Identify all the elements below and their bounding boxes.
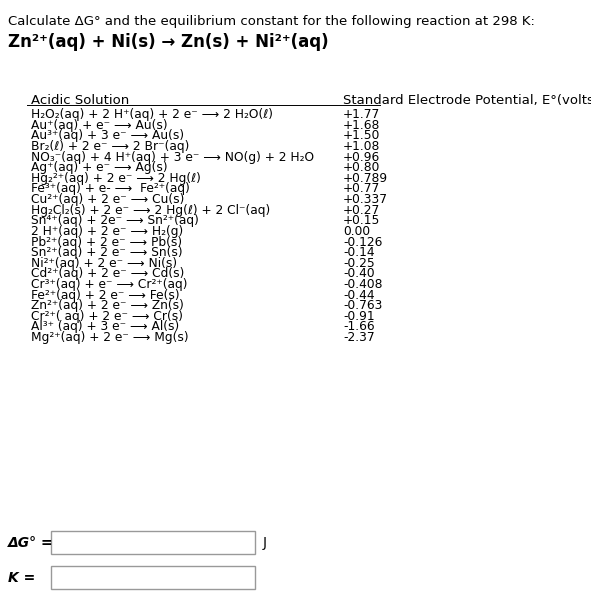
Text: Br₂(ℓ) + 2 e⁻ ⟶ 2 Br⁻(aq): Br₂(ℓ) + 2 e⁻ ⟶ 2 Br⁻(aq) xyxy=(31,140,190,153)
Text: -0.40: -0.40 xyxy=(343,268,375,280)
Text: Hg₂Cl₂(s) + 2 e⁻ ⟶ 2 Hg(ℓ) + 2 Cl⁻(aq): Hg₂Cl₂(s) + 2 e⁻ ⟶ 2 Hg(ℓ) + 2 Cl⁻(aq) xyxy=(31,204,271,217)
Text: Hg₂²⁺(aq) + 2 e⁻ ⟶ 2 Hg(ℓ): Hg₂²⁺(aq) + 2 e⁻ ⟶ 2 Hg(ℓ) xyxy=(31,172,202,185)
FancyBboxPatch shape xyxy=(51,566,255,589)
Text: -0.25: -0.25 xyxy=(343,257,375,270)
Text: Al³⁺ (aq) + 3 e⁻ ⟶ Al(s): Al³⁺ (aq) + 3 e⁻ ⟶ Al(s) xyxy=(31,320,180,333)
Text: +0.96: +0.96 xyxy=(343,151,381,163)
Text: +0.789: +0.789 xyxy=(343,172,388,185)
Text: -2.37: -2.37 xyxy=(343,331,375,344)
Text: -1.66: -1.66 xyxy=(343,320,375,333)
Text: Fe²⁺(aq) + 2 e⁻ ⟶ Fe(s): Fe²⁺(aq) + 2 e⁻ ⟶ Fe(s) xyxy=(31,289,180,302)
Text: Standard Electrode Potential, E°(volts): Standard Electrode Potential, E°(volts) xyxy=(343,94,591,107)
Text: +0.27: +0.27 xyxy=(343,204,381,217)
Text: Mg²⁺(aq) + 2 e⁻ ⟶ Mg(s): Mg²⁺(aq) + 2 e⁻ ⟶ Mg(s) xyxy=(31,331,189,344)
Text: -0.44: -0.44 xyxy=(343,289,375,302)
Text: +1.08: +1.08 xyxy=(343,140,381,153)
Text: +1.68: +1.68 xyxy=(343,119,381,132)
Text: H₂O₂(aq) + 2 H⁺(aq) + 2 e⁻ ⟶ 2 H₂O(ℓ): H₂O₂(aq) + 2 H⁺(aq) + 2 e⁻ ⟶ 2 H₂O(ℓ) xyxy=(31,108,274,121)
Text: Calculate ΔG° and the equilibrium constant for the following reaction at 298 K:: Calculate ΔG° and the equilibrium consta… xyxy=(8,15,535,28)
Text: +1.50: +1.50 xyxy=(343,129,381,142)
Text: NO₃⁻(aq) + 4 H⁺(aq) + 3 e⁻ ⟶ NO(g) + 2 H₂O: NO₃⁻(aq) + 4 H⁺(aq) + 3 e⁻ ⟶ NO(g) + 2 H… xyxy=(31,151,314,163)
Text: +0.15: +0.15 xyxy=(343,214,381,227)
Text: +1.77: +1.77 xyxy=(343,108,381,121)
Text: +0.80: +0.80 xyxy=(343,161,381,174)
Text: K =: K = xyxy=(8,571,35,585)
Text: Au³⁺(aq) + 3 e⁻ ⟶ Au(s): Au³⁺(aq) + 3 e⁻ ⟶ Au(s) xyxy=(31,129,184,142)
Text: Zn²⁺(aq) + 2 e⁻ ⟶ Zn(s): Zn²⁺(aq) + 2 e⁻ ⟶ Zn(s) xyxy=(31,299,184,312)
Text: Cr²⁺( aq) + 2 e⁻ ⟶ Cr(s): Cr²⁺( aq) + 2 e⁻ ⟶ Cr(s) xyxy=(31,310,183,323)
Text: Zn²⁺(aq) + Ni(s) → Zn(s) + Ni²⁺(aq): Zn²⁺(aq) + Ni(s) → Zn(s) + Ni²⁺(aq) xyxy=(8,33,329,52)
Text: Au⁺(aq) + e⁻ ⟶ Au(s): Au⁺(aq) + e⁻ ⟶ Au(s) xyxy=(31,119,168,132)
FancyBboxPatch shape xyxy=(51,531,255,554)
Text: Sn⁴⁺(aq) + 2e⁻ ⟶ Sn²⁺(aq): Sn⁴⁺(aq) + 2e⁻ ⟶ Sn²⁺(aq) xyxy=(31,214,199,227)
Text: Pb²⁺(aq) + 2 e⁻ ⟶ Pb(s): Pb²⁺(aq) + 2 e⁻ ⟶ Pb(s) xyxy=(31,236,183,248)
Text: Cr³⁺(aq) + e⁻ ⟶ Cr²⁺(aq): Cr³⁺(aq) + e⁻ ⟶ Cr²⁺(aq) xyxy=(31,278,188,291)
Text: +0.337: +0.337 xyxy=(343,193,388,206)
Text: -0.408: -0.408 xyxy=(343,278,383,291)
Text: Ag⁺(aq) + e⁻ ⟶ Ag(s): Ag⁺(aq) + e⁻ ⟶ Ag(s) xyxy=(31,161,168,174)
Text: Ni²⁺(aq) + 2 e⁻ ⟶ Ni(s): Ni²⁺(aq) + 2 e⁻ ⟶ Ni(s) xyxy=(31,257,177,270)
Text: -0.126: -0.126 xyxy=(343,236,382,248)
Text: Fe³⁺(aq) + e- ⟶  Fe²⁺(aq): Fe³⁺(aq) + e- ⟶ Fe²⁺(aq) xyxy=(31,183,190,195)
Text: +0.77: +0.77 xyxy=(343,183,381,195)
Text: Cu²⁺(aq) + 2 e⁻ ⟶ Cu(s): Cu²⁺(aq) + 2 e⁻ ⟶ Cu(s) xyxy=(31,193,185,206)
Text: ΔG° =: ΔG° = xyxy=(8,535,53,550)
Text: 2 H⁺(aq) + 2 e⁻ ⟶ H₂(g): 2 H⁺(aq) + 2 e⁻ ⟶ H₂(g) xyxy=(31,225,184,238)
Text: J: J xyxy=(263,535,267,550)
Text: Sn²⁺(aq) + 2 e⁻ ⟶ Sn(s): Sn²⁺(aq) + 2 e⁻ ⟶ Sn(s) xyxy=(31,246,183,259)
Text: -0.14: -0.14 xyxy=(343,246,375,259)
Text: -0.91: -0.91 xyxy=(343,310,375,323)
Text: 0.00: 0.00 xyxy=(343,225,371,238)
Text: -0.763: -0.763 xyxy=(343,299,382,312)
Text: Cd²⁺(aq) + 2 e⁻ ⟶ Cd(s): Cd²⁺(aq) + 2 e⁻ ⟶ Cd(s) xyxy=(31,268,185,280)
Text: Acidic Solution: Acidic Solution xyxy=(31,94,129,107)
